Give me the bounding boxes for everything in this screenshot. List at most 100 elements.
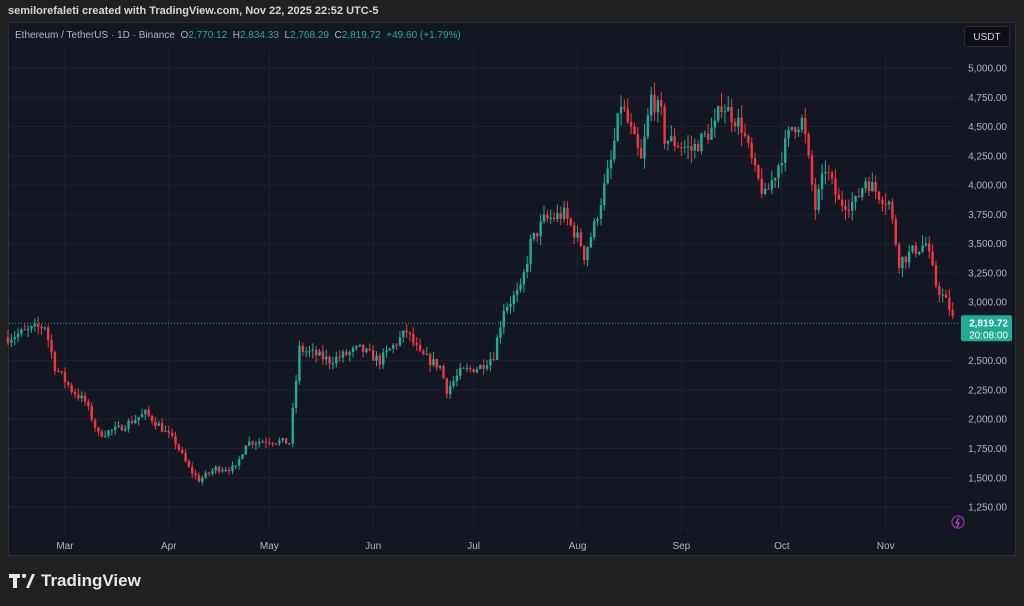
candle-body xyxy=(552,217,556,220)
tradingview-logo[interactable]: TradingView xyxy=(9,571,141,591)
candle-body xyxy=(53,352,57,371)
candle-body xyxy=(559,213,562,220)
symbol-title[interactable]: Ethereum / TetherUS · 1D · Binance xyxy=(15,30,175,41)
candle-body xyxy=(918,251,921,255)
candle-body xyxy=(83,395,87,402)
candle-body xyxy=(214,466,217,471)
candle-body xyxy=(268,442,271,444)
candle-body xyxy=(87,401,90,407)
candle-body xyxy=(254,443,258,445)
lightning-icon xyxy=(951,515,965,529)
candle-body xyxy=(234,465,237,467)
candle-body xyxy=(93,420,97,428)
candle-body xyxy=(378,355,382,365)
candle-body xyxy=(150,415,154,422)
candle-body xyxy=(516,289,519,296)
candle-body xyxy=(727,106,730,112)
y-tick-label: 2,500.00 xyxy=(968,356,1007,367)
chart-credit: semilorefaleti created with TradingView.… xyxy=(8,5,379,17)
candle-body xyxy=(794,127,797,133)
candle-body xyxy=(177,444,181,450)
candle-body xyxy=(851,201,854,211)
candle-body xyxy=(40,326,43,329)
y-tick-label: 3,000.00 xyxy=(968,298,1007,309)
candle-body xyxy=(281,438,284,441)
close-label: C xyxy=(334,30,342,41)
candle-body xyxy=(566,207,569,219)
candle-body xyxy=(948,297,951,310)
candle-body xyxy=(479,365,482,369)
candle-body xyxy=(110,429,114,431)
candle-body xyxy=(355,346,358,349)
candle-body xyxy=(569,218,572,225)
low-value: 2,768.29 xyxy=(290,30,329,41)
candle-body xyxy=(609,159,613,169)
y-tick-label: 3,250.00 xyxy=(968,268,1007,279)
candle-body xyxy=(462,367,465,369)
candle-body xyxy=(690,146,693,151)
candle-body xyxy=(941,294,944,296)
candle-body xyxy=(395,344,398,346)
candle-body xyxy=(164,430,167,432)
candle-body xyxy=(191,466,194,474)
y-tick-label: 1,750.00 xyxy=(968,444,1007,455)
candle-body xyxy=(934,265,938,287)
candle-body xyxy=(331,363,335,365)
candle-body xyxy=(703,133,706,135)
candle-body xyxy=(572,224,576,238)
candle-body xyxy=(264,441,268,443)
candle-body xyxy=(10,339,13,343)
candle-body xyxy=(63,371,67,383)
candle-body xyxy=(465,368,469,370)
candle-body xyxy=(167,430,170,433)
candle-body xyxy=(663,106,666,144)
candle-body xyxy=(686,146,690,148)
candle-body xyxy=(318,351,321,356)
candle-body xyxy=(248,441,251,446)
x-tick-label: Jul xyxy=(467,541,480,552)
candle-body xyxy=(412,333,415,344)
ohlc-legend: Ethereum / TetherUS · 1D · Binance O2,77… xyxy=(15,30,461,41)
candle-body xyxy=(653,94,656,113)
candle-body xyxy=(438,365,442,368)
currency-button[interactable]: USDT xyxy=(964,26,1010,47)
candle-body xyxy=(388,348,392,351)
candle-body xyxy=(877,191,881,200)
candle-body xyxy=(505,306,509,312)
candle-body xyxy=(800,117,804,130)
candle-body xyxy=(140,414,144,418)
x-tick-label: Oct xyxy=(774,541,790,552)
candle-body xyxy=(469,368,472,370)
y-tick-label: 3,500.00 xyxy=(968,239,1007,250)
candle-body xyxy=(526,263,529,273)
candle-body xyxy=(398,337,402,346)
candle-body xyxy=(237,459,241,466)
candle-body xyxy=(107,430,110,436)
candle-body xyxy=(375,355,378,361)
candle-body xyxy=(442,365,445,379)
y-tick-label: 4,500.00 xyxy=(968,122,1007,133)
candle-body xyxy=(881,199,884,205)
candle-body xyxy=(824,171,827,174)
candle-body xyxy=(6,337,10,343)
y-tick-label: 3,750.00 xyxy=(968,210,1007,221)
brand-name: TradingView xyxy=(41,571,141,590)
open-label: O xyxy=(180,30,189,41)
candle-body xyxy=(603,183,606,206)
candle-body xyxy=(656,99,660,113)
candle-body xyxy=(117,425,120,427)
x-tick-label: Sep xyxy=(672,541,690,552)
candle-body xyxy=(660,99,663,107)
candle-body xyxy=(181,449,184,453)
candle-body xyxy=(278,440,281,444)
chart-panel[interactable] xyxy=(8,22,1016,556)
candle-body xyxy=(696,143,700,152)
candle-body xyxy=(114,426,117,430)
candle-body xyxy=(147,410,150,416)
candle-body xyxy=(891,201,894,220)
candle-body xyxy=(857,196,861,198)
candle-body xyxy=(619,106,623,114)
candle-body xyxy=(650,94,653,116)
candle-body xyxy=(301,345,304,352)
